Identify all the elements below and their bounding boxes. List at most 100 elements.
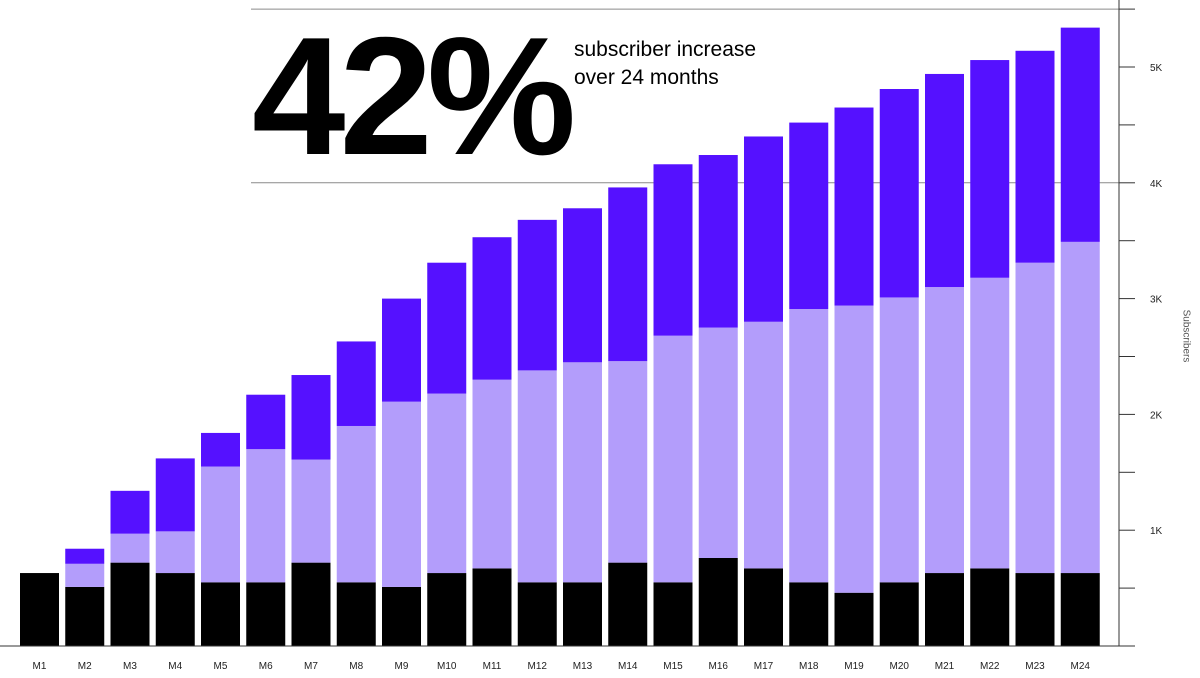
x-tick-label-m15: M15 xyxy=(663,661,683,672)
bar-m19-segment-2 xyxy=(834,305,874,593)
bar-m9-segment-2 xyxy=(382,401,421,587)
bar-m12-segment-3 xyxy=(517,219,557,371)
bar-m19-segment-1 xyxy=(834,592,874,646)
x-tick-label-m19: M19 xyxy=(844,661,864,672)
bar-m5-segment-3 xyxy=(201,432,240,467)
bar-m19-segment-3 xyxy=(834,107,874,306)
x-tick-label-m20: M20 xyxy=(890,661,910,672)
bar-m8-segment-2 xyxy=(336,425,376,583)
bar-m17-segment-2 xyxy=(744,321,783,569)
bar-m11-segment-3 xyxy=(472,237,512,380)
x-tick-label-m13: M13 xyxy=(573,661,593,672)
bar-m16-segment-1 xyxy=(698,557,738,646)
x-tick-label-m17: M17 xyxy=(754,661,774,672)
headline-caption-line-1: subscriber increase xyxy=(574,38,757,61)
bar-m24-segment-2 xyxy=(1060,241,1100,574)
bar-m18-segment-1 xyxy=(789,582,829,646)
headline-percentage: 42% xyxy=(252,2,576,190)
bar-m3-segment-2 xyxy=(110,533,150,563)
bar-m3-segment-1 xyxy=(110,562,150,646)
bar-m13-segment-3 xyxy=(563,208,602,363)
y-tick-label-4k: 4K xyxy=(1150,179,1163,190)
bar-m14-segment-2 xyxy=(608,361,648,563)
bar-m10-segment-3 xyxy=(427,262,467,394)
headline-caption: subscriber increase over 24 months xyxy=(574,36,834,92)
bar-m18-segment-2 xyxy=(789,309,829,583)
bar-m15-segment-2 xyxy=(653,335,693,583)
bar-m7-segment-3 xyxy=(291,375,331,460)
bar-m16-segment-3 xyxy=(698,155,738,328)
bar-m2-segment-2 xyxy=(65,563,105,587)
bar-m17-segment-1 xyxy=(744,568,783,646)
bar-m15-segment-3 xyxy=(653,164,693,336)
bar-m4-segment-3 xyxy=(155,458,195,532)
bar-m18-segment-3 xyxy=(789,122,829,310)
bar-m2-segment-3 xyxy=(65,548,105,564)
y-tick-label-1k: 1K xyxy=(1150,526,1163,537)
bar-m20-segment-3 xyxy=(879,89,919,298)
bar-m6-segment-3 xyxy=(246,394,286,450)
bar-m24-segment-3 xyxy=(1060,27,1100,242)
bar-m8-segment-3 xyxy=(336,341,376,426)
x-tick-label-m16: M16 xyxy=(709,661,729,672)
bar-m9-segment-3 xyxy=(382,298,421,402)
bar-m2-segment-1 xyxy=(65,586,105,646)
y-tick-label-2k: 2K xyxy=(1150,410,1163,421)
bar-m9-segment-1 xyxy=(382,586,421,646)
bar-m6-segment-2 xyxy=(246,449,286,583)
x-tick-label-m8: M8 xyxy=(349,661,363,672)
x-tick-label-m18: M18 xyxy=(799,661,819,672)
bar-m21-segment-3 xyxy=(925,73,964,288)
headline-caption-line-2: over 24 months xyxy=(574,66,719,89)
x-tick-label-m24: M24 xyxy=(1071,661,1091,672)
bar-m5-segment-2 xyxy=(201,466,240,583)
bar-m12-segment-2 xyxy=(517,370,557,583)
x-tick-label-m5: M5 xyxy=(214,661,228,672)
bar-m23-segment-1 xyxy=(1015,573,1055,646)
bar-m24-segment-1 xyxy=(1060,573,1100,646)
bar-m22-segment-2 xyxy=(970,277,1010,569)
x-tick-label-m3: M3 xyxy=(123,661,137,672)
bar-m21-segment-2 xyxy=(925,287,964,574)
bar-m3-segment-3 xyxy=(110,490,150,534)
bar-m23-segment-2 xyxy=(1015,262,1055,574)
bar-m20-segment-1 xyxy=(879,582,919,646)
x-tick-label-m2: M2 xyxy=(78,661,92,672)
bar-m21-segment-1 xyxy=(925,573,964,646)
x-tick-label-m1: M1 xyxy=(33,661,47,672)
x-tick-label-m23: M23 xyxy=(1025,661,1045,672)
y-axis-title: Subscribers xyxy=(1180,309,1192,363)
bar-m14-segment-1 xyxy=(608,562,648,646)
bar-m12-segment-1 xyxy=(517,582,557,646)
bar-m20-segment-2 xyxy=(879,297,919,583)
bar-m22-segment-1 xyxy=(970,568,1010,646)
x-tick-label-m12: M12 xyxy=(528,661,548,672)
bar-m10-segment-1 xyxy=(427,573,467,646)
bar-m7-segment-2 xyxy=(291,459,331,563)
y-tick-label-3k: 3K xyxy=(1150,295,1163,306)
bar-m4-segment-1 xyxy=(155,573,195,646)
bar-m13-segment-2 xyxy=(563,362,602,583)
x-tick-label-m14: M14 xyxy=(618,661,638,672)
bar-m15-segment-1 xyxy=(653,582,693,646)
bar-m11-segment-2 xyxy=(472,379,512,569)
x-tick-label-m6: M6 xyxy=(259,661,273,672)
y-tick-label-5k: 5K xyxy=(1150,63,1163,74)
bar-m13-segment-1 xyxy=(563,582,602,646)
x-tick-label-m9: M9 xyxy=(395,661,409,672)
bar-m23-segment-3 xyxy=(1015,50,1055,263)
bar-m14-segment-3 xyxy=(608,187,648,362)
bar-m7-segment-1 xyxy=(291,562,331,646)
bar-m22-segment-3 xyxy=(970,60,1010,278)
bar-m8-segment-1 xyxy=(336,582,376,646)
bar-m5-segment-1 xyxy=(201,582,240,646)
x-tick-label-m22: M22 xyxy=(980,661,1000,672)
bar-m4-segment-2 xyxy=(155,531,195,574)
x-tick-label-m10: M10 xyxy=(437,661,457,672)
bar-m16-segment-2 xyxy=(698,327,738,558)
bar-m6-segment-1 xyxy=(246,582,286,646)
bar-m1-segment-1 xyxy=(20,573,59,646)
x-tick-label-m4: M4 xyxy=(168,661,182,672)
bar-m10-segment-2 xyxy=(427,393,467,574)
